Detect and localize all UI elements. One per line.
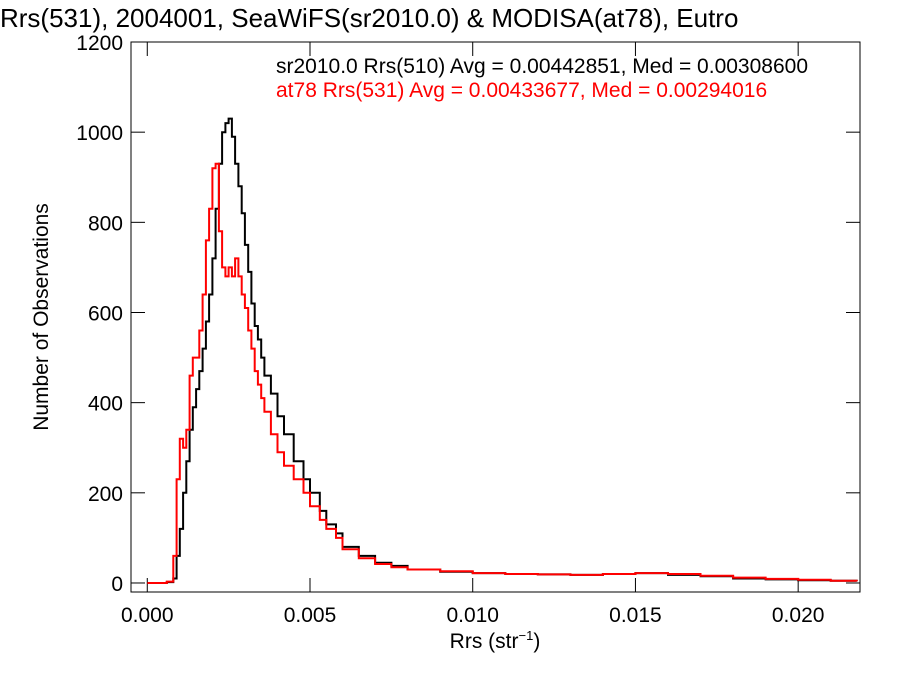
x-tick-label: 0.010 [446, 604, 499, 627]
y-axis: 0 200 400 600 800 1000 1200 [76, 32, 860, 596]
x-tick-label: 0.000 [121, 604, 174, 627]
y-tick-label: 400 [88, 393, 123, 416]
y-axis-label: Number of Observations [30, 203, 53, 431]
annotation-at78: at78 Rrs(531) Avg = 0.00433677, Med = 0.… [276, 79, 767, 102]
series-line-at78 [147, 162, 858, 584]
plot-frame [130, 41, 861, 593]
x-axis: 0.000 0.005 0.010 0.015 0.020 [121, 42, 824, 627]
y-tick-label: 1200 [76, 32, 123, 55]
y-tick-label: 600 [88, 302, 123, 325]
x-axis-label: Rrs (str−1) [450, 628, 541, 653]
x-axis-label-sup: −1 [519, 628, 534, 643]
y-tick-label: 800 [88, 212, 123, 235]
x-axis-label-main: Rrs (str [450, 630, 519, 653]
series-lines [147, 117, 858, 584]
annotation-sr2010: sr2010.0 Rrs(510) Avg = 0.00442851, Med … [276, 55, 808, 78]
x-tick-label: 0.015 [609, 604, 662, 627]
x-tick-label: 0.020 [772, 604, 825, 627]
x-tick-label: 0.005 [284, 604, 337, 627]
chart-title: Rrs(531), 2004001, SeaWiFS(sr2010.0) & M… [0, 3, 738, 33]
y-tick-label: 0 [111, 573, 123, 596]
y-tick-label: 200 [88, 483, 123, 506]
y-tick-label: 1000 [76, 122, 123, 145]
x-axis-label-close: ) [533, 630, 540, 653]
